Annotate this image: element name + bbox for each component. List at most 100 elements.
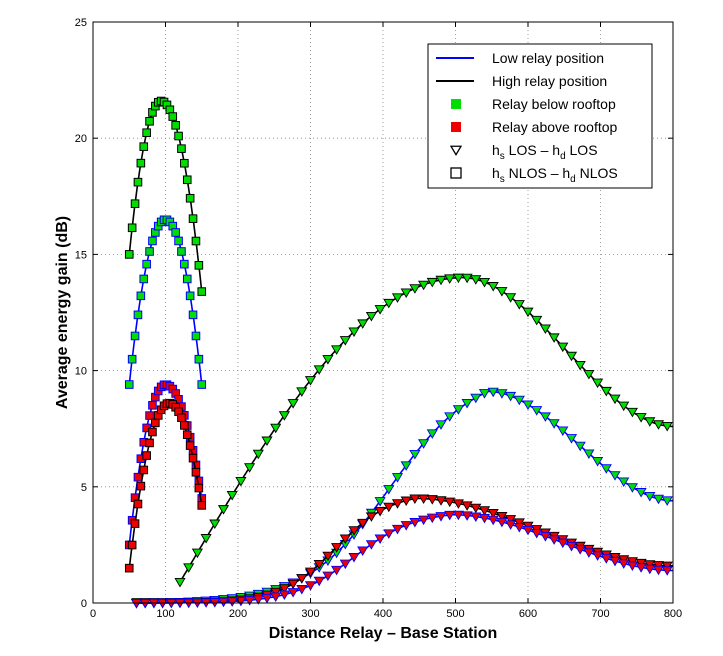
data-point [226, 597, 238, 607]
data-point [148, 236, 157, 246]
data-point [548, 535, 560, 545]
series-2 [124, 96, 207, 296]
data-point [557, 426, 569, 437]
data-point [185, 193, 195, 203]
data-point [296, 574, 308, 584]
data-point [435, 496, 447, 506]
series-1 [124, 215, 207, 389]
data-point [133, 310, 143, 320]
data-point [261, 436, 273, 447]
data-point [505, 515, 517, 525]
data-point [557, 538, 569, 549]
data-point [426, 429, 438, 439]
data-point [661, 566, 673, 576]
data-point [197, 287, 207, 296]
x-tick-label: 100 [156, 608, 174, 620]
data-point [635, 413, 647, 423]
data-point [168, 112, 178, 121]
data-point [145, 116, 154, 126]
data-point [191, 467, 201, 477]
data-point [548, 419, 560, 429]
data-point [505, 520, 517, 530]
data-point [217, 597, 230, 608]
data-point [348, 553, 360, 563]
data-point [522, 525, 534, 536]
data-point [478, 513, 491, 524]
data-point [357, 518, 369, 529]
data-point [197, 380, 207, 389]
data-point [513, 395, 525, 406]
data-point [505, 391, 517, 402]
data-point [139, 142, 149, 151]
data-point [304, 581, 317, 591]
data-point [287, 579, 299, 590]
data-point [426, 277, 438, 288]
data-point [418, 494, 430, 505]
data-point [339, 534, 351, 544]
data-point [461, 511, 473, 521]
data-point [609, 394, 621, 405]
data-point [348, 327, 360, 337]
axis-ticks: 0 100 200 300 400 500 600 700 800 0 5 10 15 20 25 [75, 17, 682, 620]
data-point [185, 441, 195, 450]
data-point [296, 584, 308, 595]
data-point [139, 465, 149, 475]
data-point [180, 421, 189, 430]
data-point [133, 472, 143, 482]
data-point [304, 376, 317, 386]
data-point [609, 556, 621, 567]
data-point [513, 523, 525, 533]
data-point [652, 494, 665, 505]
data-point [171, 228, 180, 237]
data-point [197, 501, 207, 510]
data-point [505, 293, 517, 303]
data-point [185, 291, 195, 301]
data-point [592, 378, 604, 389]
data-point [409, 284, 421, 294]
x-tick-label: 400 [374, 608, 392, 620]
data-point [574, 545, 586, 555]
x-tick-label: 300 [301, 608, 319, 620]
data-point [244, 596, 256, 606]
data-point [151, 418, 160, 428]
data-point [145, 247, 154, 256]
data-point [182, 175, 192, 185]
data-point [183, 563, 195, 573]
y-tick-label: 0 [81, 598, 87, 610]
data-point [574, 360, 586, 371]
data-point [531, 406, 543, 416]
x-axis-label: Distance Relay – Base Station [269, 625, 498, 642]
data-point [592, 457, 604, 467]
data-point [522, 400, 534, 411]
data-point [618, 477, 630, 488]
data-point [487, 387, 499, 398]
data-point [180, 259, 189, 269]
data-point [174, 578, 186, 588]
data-point [127, 540, 137, 550]
data-point [124, 563, 134, 573]
data-point [188, 214, 198, 223]
y-tick-label: 10 [75, 366, 87, 378]
data-point [148, 401, 157, 410]
data-point [188, 310, 198, 320]
data-point [539, 532, 551, 542]
data-point [391, 524, 404, 535]
data-point [644, 417, 656, 427]
data-point [583, 449, 595, 459]
legend-label: hs LOS – hd LOS [492, 142, 598, 162]
data-point [191, 236, 201, 246]
y-tick-label: 20 [75, 133, 87, 145]
data-point [130, 519, 140, 528]
data-point [127, 223, 137, 233]
data-point [487, 282, 499, 292]
data-point [487, 509, 499, 519]
data-point [565, 434, 578, 444]
data-point [304, 567, 317, 578]
data-point [142, 128, 151, 138]
data-point [194, 261, 204, 270]
data-point [600, 554, 612, 564]
x-tick-label: 700 [591, 608, 609, 620]
x-tick-label: 0 [90, 608, 96, 620]
data-point [539, 324, 551, 334]
data-point [365, 540, 377, 550]
